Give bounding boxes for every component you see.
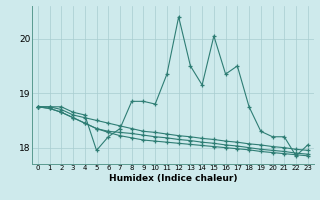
X-axis label: Humidex (Indice chaleur): Humidex (Indice chaleur) (108, 174, 237, 183)
